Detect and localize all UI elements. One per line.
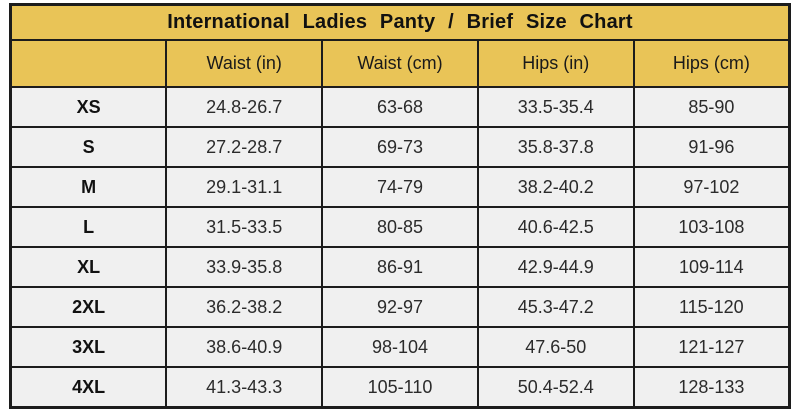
hips-in-cell: 38.2-40.2 [476,166,635,209]
hips-in-cell: 47.6-50 [476,326,635,369]
waist-in-cell: 31.5-33.5 [165,206,324,249]
hips-in-cell: 42.9-44.9 [476,246,635,289]
waist-cm-cell: 74-79 [321,166,479,209]
column-header-waist-cm: Waist (cm) [321,39,479,88]
column-header-hips-in: Hips (in) [476,39,635,88]
waist-in-cell: 38.6-40.9 [165,326,324,369]
table-row-3xl: 3XL 38.6-40.9 98-104 47.6-50 121-127 [9,326,791,369]
waist-cm-cell: 92-97 [321,286,479,329]
waist-cm-cell: 63-68 [321,85,479,129]
column-header-waist-in: Waist (in) [165,39,324,88]
waist-cm-cell: 98-104 [321,326,479,369]
hips-in-cell: 33.5-35.4 [476,85,635,129]
hips-cm-cell: 97-102 [632,166,791,209]
size-chart: International Ladies Panty / Brief Size … [9,3,791,410]
size-cell: M [9,166,168,209]
table-row-xl: XL 33.9-35.8 86-91 42.9-44.9 109-114 [9,246,791,289]
title-row: International Ladies Panty / Brief Size … [9,3,791,41]
table-row-4xl: 4XL 41.3-43.3 105-110 50.4-52.4 128-133 [9,366,791,409]
table-row-l: L 31.5-33.5 80-85 40.6-42.5 103-108 [9,206,791,249]
column-header-row: Waist (in) Waist (cm) Hips (in) Hips (cm… [9,39,791,88]
hips-cm-cell: 128-133 [632,366,791,409]
waist-cm-cell: 80-85 [321,206,479,249]
size-cell: S [9,126,168,169]
hips-cm-cell: 121-127 [632,326,791,369]
column-header-hips-cm: Hips (cm) [632,39,791,88]
hips-in-cell: 50.4-52.4 [476,366,635,409]
waist-in-cell: 36.2-38.2 [165,286,324,329]
chart-title: International Ladies Panty / Brief Size … [9,3,791,41]
hips-in-cell: 40.6-42.5 [476,206,635,249]
hips-cm-cell: 85-90 [632,85,791,129]
hips-cm-cell: 109-114 [632,246,791,289]
column-header-size [9,39,168,88]
size-cell: 4XL [9,366,168,409]
table-row-s: S 27.2-28.7 69-73 35.8-37.8 91-96 [9,126,791,169]
size-cell: 3XL [9,326,168,369]
hips-cm-cell: 91-96 [632,126,791,169]
waist-in-cell: 27.2-28.7 [165,126,324,169]
waist-in-cell: 33.9-35.8 [165,246,324,289]
waist-in-cell: 24.8-26.7 [165,85,324,129]
size-cell: 2XL [9,286,168,329]
waist-in-cell: 41.3-43.3 [165,366,324,409]
hips-cm-cell: 115-120 [632,286,791,329]
waist-cm-cell: 86-91 [321,246,479,289]
table-row-2xl: 2XL 36.2-38.2 92-97 45.3-47.2 115-120 [9,286,791,329]
size-cell: XL [9,246,168,289]
waist-cm-cell: 105-110 [321,366,479,409]
size-cell: XS [9,85,168,129]
hips-in-cell: 45.3-47.2 [476,286,635,329]
table-row-xs: XS 24.8-26.7 63-68 33.5-35.4 85-90 [9,85,791,129]
table-row-m: M 29.1-31.1 74-79 38.2-40.2 97-102 [9,166,791,209]
hips-cm-cell: 103-108 [632,206,791,249]
size-chart-table: International Ladies Panty / Brief Size … [9,3,791,409]
hips-in-cell: 35.8-37.8 [476,126,635,169]
waist-in-cell: 29.1-31.1 [165,166,324,209]
size-cell: L [9,206,168,249]
waist-cm-cell: 69-73 [321,126,479,169]
